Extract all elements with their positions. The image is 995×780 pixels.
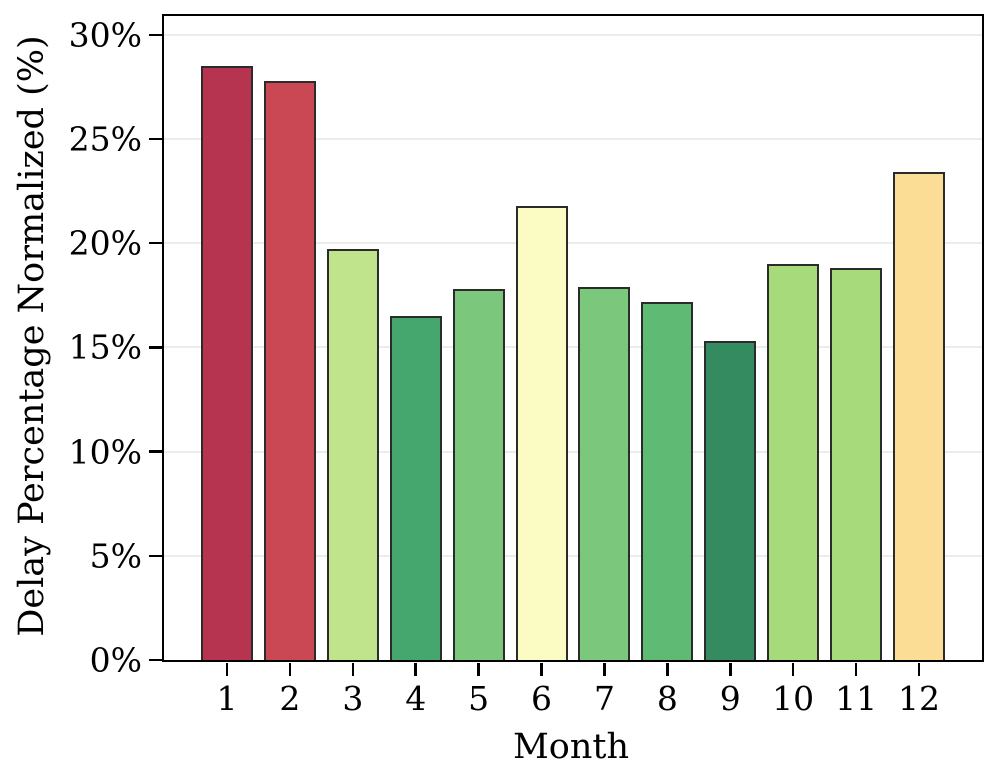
x-tick-label: 1 (216, 679, 238, 718)
x-axis-tick (477, 662, 480, 676)
x-tick-label: 12 (898, 679, 940, 718)
plot-area: 0% 5% 10% 15% 20% 25% 30% 1 2 3 4 5 6 7 8 9 10 11 12 (69, 14, 984, 715)
x-axis-tick (917, 662, 921, 676)
x-tick-label: 6 (531, 679, 553, 718)
bar-month-9 (704, 341, 757, 660)
bar-month-2 (263, 80, 316, 660)
bar-month-10 (767, 264, 820, 660)
x-tick-label: 9 (719, 679, 741, 718)
y-axis-tick (148, 33, 162, 36)
y-axis-tick (148, 658, 162, 662)
y-axis-tick (148, 241, 162, 245)
x-axis-tick (288, 662, 292, 676)
y-axis-tick (148, 346, 162, 349)
y-tick-label: 15% (68, 327, 142, 367)
bar-month-8 (641, 301, 694, 660)
y-axis-tick (148, 450, 162, 453)
x-tick-label: 2 (279, 679, 301, 718)
y-axis-tick (148, 554, 162, 558)
x-axis-label: Month (512, 727, 630, 767)
x-axis-tick (603, 662, 606, 676)
x-tick-label: 7 (593, 679, 615, 718)
y-tick-label: 5% (89, 536, 142, 576)
gridline (164, 346, 982, 349)
x-axis-tick (666, 662, 669, 676)
bar-month-12 (893, 172, 945, 660)
bar-month-6 (515, 205, 568, 660)
x-tick-label: 11 (835, 679, 878, 718)
gridline (164, 137, 982, 140)
gridline (164, 554, 982, 557)
y-tick-label: 25% (68, 119, 142, 159)
x-axis-tick (351, 662, 355, 676)
x-axis-tick (414, 662, 417, 676)
y-tick-label: 10% (68, 432, 142, 472)
y-tick-label: 0% (89, 640, 142, 680)
x-tick-label: 3 (342, 679, 364, 718)
gridline (164, 33, 982, 36)
y-tick-label: 30% (68, 15, 142, 55)
x-tick-label: 8 (656, 679, 678, 718)
x-axis-tick (854, 662, 858, 676)
y-axis-label: Delay Percentage Normalized (%) (12, 35, 52, 637)
bar-month-1 (201, 66, 253, 660)
x-axis-tick (225, 662, 229, 676)
y-tick-label: 20% (68, 223, 142, 263)
bar-month-4 (389, 316, 442, 660)
x-tick-label: 10 (772, 679, 815, 718)
y-axis-tick (148, 137, 162, 141)
x-tick-label: 4 (405, 679, 427, 718)
bar-month-5 (452, 289, 505, 660)
x-tick-label: 5 (468, 679, 490, 718)
bar-month-11 (830, 268, 883, 660)
gridline (164, 242, 982, 245)
bar-month-3 (326, 249, 379, 660)
x-axis-tick (791, 662, 795, 676)
gridline (164, 450, 982, 453)
x-axis-tick (540, 662, 543, 676)
x-axis-tick (729, 662, 732, 676)
bar-month-7 (578, 286, 631, 660)
